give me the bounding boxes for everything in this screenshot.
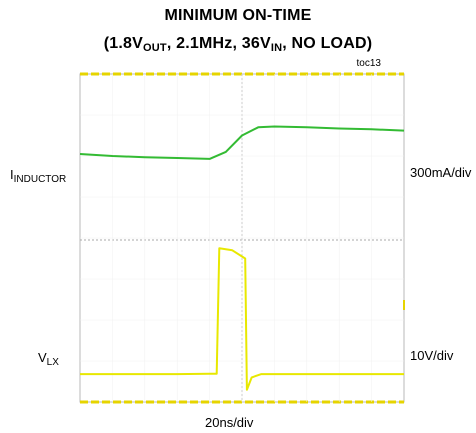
vlx-voltage-trace xyxy=(80,247,404,391)
inductor-current-trace xyxy=(79,125,405,160)
inductor-trace-label: IINDUCTOR xyxy=(10,167,67,185)
figure-tag: toc13 xyxy=(356,58,381,69)
chart-subtitle: (1.8VOUT, 2.1MHz, 36VIN, NO LOAD) xyxy=(103,35,373,54)
inductor-scale-label: 300mA/div xyxy=(410,165,472,180)
vlx-scale-label: 10V/div xyxy=(410,348,454,363)
chart-title: MINIMUM ON-TIME xyxy=(164,7,312,24)
x-scale-label: 20ns/div xyxy=(205,415,254,430)
vlx-trace-label: VLX xyxy=(38,350,59,368)
